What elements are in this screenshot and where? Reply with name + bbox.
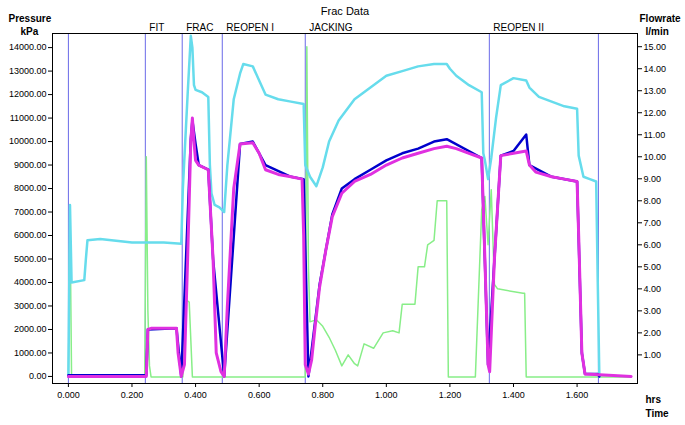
svg-text:5000.00: 5000.00	[14, 254, 47, 264]
svg-text:12000.00: 12000.00	[9, 89, 47, 99]
svg-text:FRAC: FRAC	[186, 22, 213, 33]
svg-text:0.200: 0.200	[121, 390, 144, 400]
svg-text:10.00: 10.00	[644, 152, 667, 162]
svg-text:3.00: 3.00	[644, 306, 662, 316]
svg-text:Time: Time	[646, 408, 670, 419]
svg-text:0.000: 0.000	[57, 390, 80, 400]
svg-text:13.00: 13.00	[644, 86, 667, 96]
svg-text:1000.00: 1000.00	[14, 348, 47, 358]
svg-text:0.800: 0.800	[311, 390, 334, 400]
svg-text:Pressure: Pressure	[9, 13, 52, 24]
svg-text:8.00: 8.00	[644, 196, 662, 206]
svg-text:4000.00: 4000.00	[14, 277, 47, 287]
svg-text:0.400: 0.400	[184, 390, 207, 400]
svg-text:15.00: 15.00	[644, 42, 667, 52]
svg-text:FIT: FIT	[149, 22, 164, 33]
svg-text:0.600: 0.600	[248, 390, 271, 400]
svg-text:14000.00: 14000.00	[9, 42, 47, 52]
svg-text:13000.00: 13000.00	[9, 66, 47, 76]
svg-text:7.00: 7.00	[644, 218, 662, 228]
svg-text:kPa: kPa	[21, 26, 39, 37]
svg-text:11000.00: 11000.00	[10, 113, 47, 123]
svg-text:l/min: l/min	[646, 26, 669, 37]
svg-text:2.00: 2.00	[644, 328, 662, 338]
svg-text:JACKING: JACKING	[309, 22, 353, 33]
svg-text:10000.00: 10000.00	[9, 136, 47, 146]
svg-text:6.00: 6.00	[644, 240, 662, 250]
svg-text:0.00: 0.00	[29, 371, 47, 381]
svg-text:1.200: 1.200	[439, 390, 462, 400]
svg-text:hrs: hrs	[646, 394, 662, 405]
svg-text:1.000: 1.000	[375, 390, 398, 400]
svg-text:5.00: 5.00	[644, 262, 662, 272]
svg-text:14.00: 14.00	[644, 64, 667, 74]
svg-text:REOPEN II: REOPEN II	[493, 22, 544, 33]
svg-text:1.00: 1.00	[644, 350, 662, 360]
svg-text:6000.00: 6000.00	[14, 230, 47, 240]
svg-text:3000.00: 3000.00	[14, 301, 47, 311]
svg-text:4.00: 4.00	[644, 284, 662, 294]
svg-text:REOPEN I: REOPEN I	[226, 22, 274, 33]
svg-text:Flowrate: Flowrate	[640, 13, 682, 24]
svg-text:7000.00: 7000.00	[14, 207, 47, 217]
svg-text:Frac Data: Frac Data	[321, 5, 370, 17]
svg-text:9.00: 9.00	[644, 174, 662, 184]
svg-text:8000.00: 8000.00	[14, 183, 47, 193]
svg-text:11.00: 11.00	[644, 130, 666, 140]
svg-text:2000.00: 2000.00	[14, 324, 47, 334]
svg-text:1.400: 1.400	[502, 390, 525, 400]
svg-text:12.00: 12.00	[644, 108, 667, 118]
svg-text:9000.00: 9000.00	[14, 160, 47, 170]
svg-text:1.600: 1.600	[566, 390, 589, 400]
